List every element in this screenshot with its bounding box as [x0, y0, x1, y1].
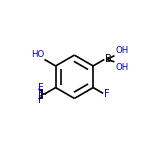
Text: B: B [105, 55, 112, 64]
Text: F: F [38, 95, 44, 105]
Text: OH: OH [115, 63, 128, 72]
Text: HO: HO [31, 50, 44, 59]
Text: F: F [38, 89, 44, 99]
Text: F: F [38, 83, 44, 93]
Text: F: F [104, 89, 109, 99]
Text: OH: OH [115, 46, 128, 55]
